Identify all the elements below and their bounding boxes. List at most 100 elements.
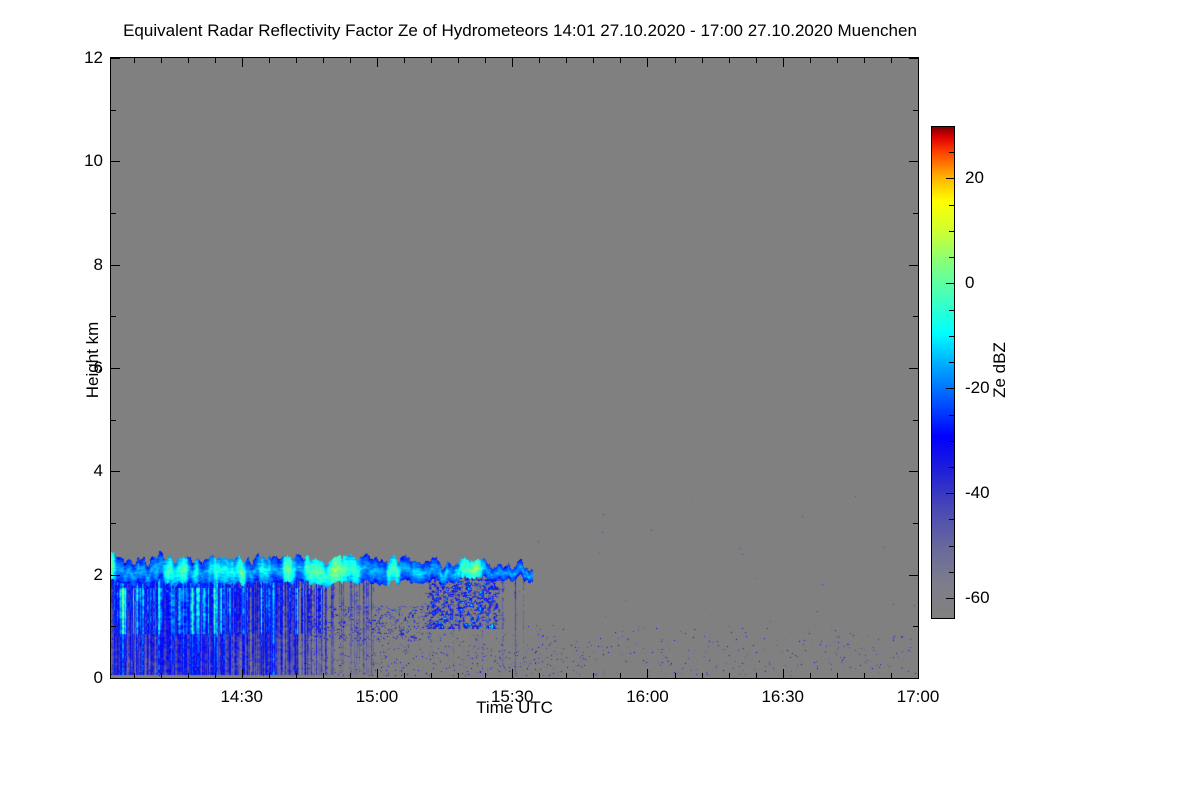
x-tick	[620, 58, 622, 63]
colorbar-tick-label: 0	[965, 273, 975, 293]
y-tick	[913, 316, 918, 318]
y-tick	[111, 574, 120, 576]
colorbar-tick	[946, 598, 954, 600]
x-tick	[268, 673, 270, 678]
colorbar-tick	[946, 493, 954, 495]
x-tick	[349, 673, 351, 678]
x-tick	[241, 669, 243, 678]
y-tick	[909, 58, 918, 59]
x-tick	[322, 58, 324, 63]
x-tick	[187, 673, 189, 678]
x-axis-label: Time UTC	[476, 698, 553, 717]
figure-title: Equivalent Radar Reflectivity Factor Ze …	[123, 21, 917, 40]
x-tick	[404, 58, 406, 63]
x-tick	[485, 58, 487, 63]
colorbar-tick-label: 20	[965, 168, 984, 188]
x-tick	[512, 58, 514, 67]
colorbar-tick	[946, 178, 954, 180]
x-tick	[214, 673, 216, 678]
x-tick	[782, 669, 784, 678]
y-tick	[909, 678, 918, 679]
y-tick	[909, 471, 918, 473]
x-tick	[376, 669, 378, 678]
y-tick	[111, 161, 120, 163]
colorbar-tick	[946, 283, 954, 285]
y-tick	[909, 161, 918, 163]
x-tick	[160, 673, 162, 678]
x-tick	[214, 58, 216, 63]
x-tick	[620, 673, 622, 678]
y-tick	[913, 109, 918, 111]
x-tick	[836, 673, 838, 678]
colorbar-tick	[949, 440, 954, 442]
colorbar-tick	[949, 204, 954, 206]
x-tick	[701, 673, 703, 678]
y-tick	[111, 58, 120, 59]
colorbar-tick-label: -20	[965, 378, 990, 398]
colorbar-tick	[949, 414, 954, 416]
colorbar-tick	[949, 309, 954, 311]
x-tick	[728, 58, 730, 63]
x-tick	[809, 673, 811, 678]
y-tick-label: 8	[93, 254, 103, 274]
colorbar-tick	[949, 519, 954, 521]
y-tick	[111, 109, 116, 111]
colorbar: -60 -40 -20 0 20	[931, 126, 990, 619]
x-tick	[458, 58, 460, 63]
x-tick	[485, 673, 487, 678]
x-tick	[404, 673, 406, 678]
x-tick	[268, 58, 270, 63]
x-tick	[918, 669, 919, 678]
x-tick-label: 15:00	[355, 687, 399, 706]
colorbar-tick	[949, 466, 954, 468]
x-tick-label: 15:30	[490, 687, 534, 706]
x-tick	[539, 673, 541, 678]
colorbar-tick	[949, 152, 954, 154]
x-tick	[809, 58, 811, 63]
y-tick	[111, 419, 116, 421]
colorbar-label: Ze dBZ	[990, 342, 1009, 398]
y-tick	[111, 471, 120, 473]
x-tick-label: 16:00	[626, 687, 669, 706]
x-tick	[674, 673, 676, 678]
x-tick	[160, 58, 162, 63]
x-tick	[728, 673, 730, 678]
x-tick	[593, 58, 595, 63]
colorbar-tick	[946, 388, 954, 390]
x-tick-label: 14:30	[220, 687, 264, 706]
x-tick	[701, 58, 703, 63]
y-tick	[909, 264, 918, 266]
y-tick	[111, 368, 120, 369]
x-tick	[431, 58, 433, 63]
y-tick	[913, 419, 918, 421]
x-tick	[512, 669, 514, 678]
plot-area: 0 2 4 6 8 10 12 14:30 15:00 15:30 16:00 16:30 17:00…	[83, 48, 939, 717]
y-axis-label: Height km	[83, 321, 102, 399]
y-tick-label: 0	[93, 668, 103, 687]
x-tick	[241, 58, 243, 67]
y-tick	[909, 368, 918, 369]
y-tick	[111, 678, 120, 679]
y-tick-label: 10	[84, 151, 103, 171]
x-tick	[566, 58, 568, 63]
x-tick	[593, 673, 595, 678]
y-tick-label: 2	[93, 564, 103, 584]
y-tick	[909, 574, 918, 576]
x-tick	[890, 673, 892, 678]
x-tick	[458, 673, 460, 678]
x-tick	[133, 58, 135, 63]
colorbar-gradient	[931, 126, 955, 619]
x-tick-label: 16:30	[761, 687, 805, 706]
x-tick	[322, 673, 324, 678]
x-tick	[187, 58, 189, 63]
y-tick-label: 12	[84, 48, 103, 67]
x-tick	[539, 58, 541, 63]
y-tick	[913, 213, 918, 214]
x-tick	[674, 58, 676, 63]
colorbar-tick	[949, 126, 954, 127]
x-tick	[647, 669, 649, 678]
y-tick	[111, 213, 116, 214]
x-tick	[295, 673, 297, 678]
colorbar-tick-label: -40	[965, 483, 990, 503]
